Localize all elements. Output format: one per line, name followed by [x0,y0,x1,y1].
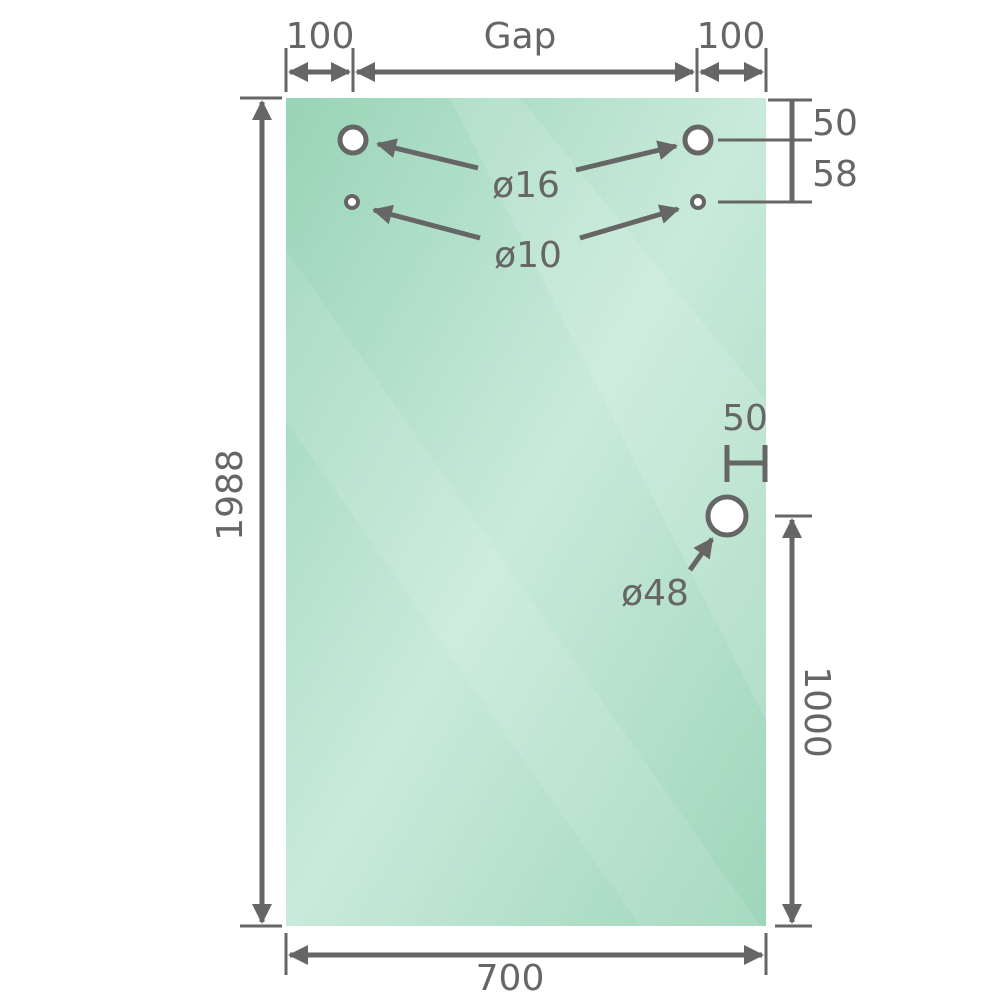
hole-10-label: ø10 [494,235,562,276]
hole-10-left [344,194,360,210]
top-dimension: 100 Gap 100 [284,16,768,92]
top-right-offset-label: 100 [697,16,766,57]
handle-hole-label: ø48 [621,573,689,614]
handle-height-label: 1000 [796,666,837,758]
gap-label: Gap [484,16,557,57]
glass-panel [286,98,766,926]
hole-10-right [690,194,706,210]
handle-edge-dimension: 50 [722,398,768,482]
height-label: 1988 [210,449,251,541]
glass-reflection [286,250,760,926]
top-hole-offset-label: 50 [812,103,858,144]
top-left-offset-label: 100 [286,16,355,57]
hole-16-label: ø16 [492,165,560,206]
glass-reflection [450,98,766,720]
width-label: 700 [476,958,545,999]
width-dimension: 700 [284,933,768,999]
hole-spacing-label: 58 [812,154,858,195]
hole-spacing-dimension: 50 58 [718,98,858,204]
hole-16-left [337,124,369,156]
handle-hole-48 [705,494,749,538]
handle-edge-offset-label: 50 [722,398,768,439]
hole-callouts: ø16 ø10 ø48 [372,138,715,614]
height-dimension: 1988 [210,96,282,928]
hole-16-right [682,124,714,156]
handle-height-dimension: 1000 [775,514,837,928]
